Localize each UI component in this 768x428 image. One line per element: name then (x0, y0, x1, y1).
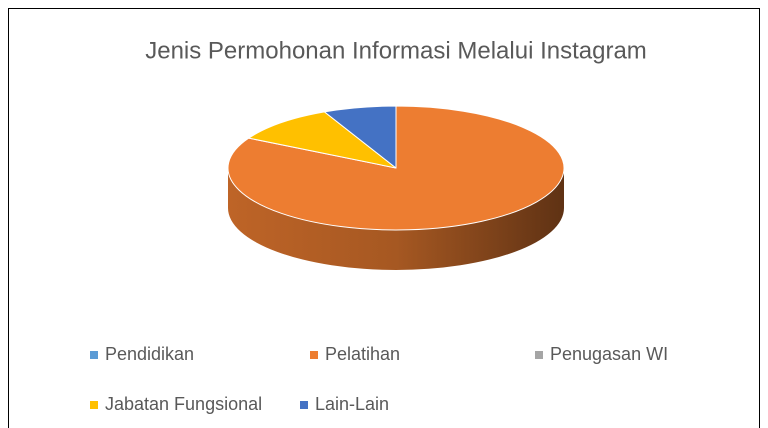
slice-side (228, 168, 564, 270)
legend-swatch (90, 401, 98, 409)
legend-label: Pendidikan (105, 344, 194, 364)
legend-label: Lain-Lain (315, 394, 389, 414)
legend-swatch (310, 351, 318, 359)
slice (227, 105, 565, 231)
legend-label: Pelatihan (325, 344, 400, 364)
chart-title: Jenis Permohonan Informasi Melalui Insta… (145, 37, 647, 64)
legend-label: Jabatan Fungsional (105, 394, 262, 414)
slice (323, 105, 397, 169)
legend-swatch (90, 351, 98, 359)
legend-swatch (535, 351, 543, 359)
legend-label: Penugasan WI (550, 344, 668, 364)
slice (248, 111, 397, 169)
legend-swatch (300, 401, 308, 409)
